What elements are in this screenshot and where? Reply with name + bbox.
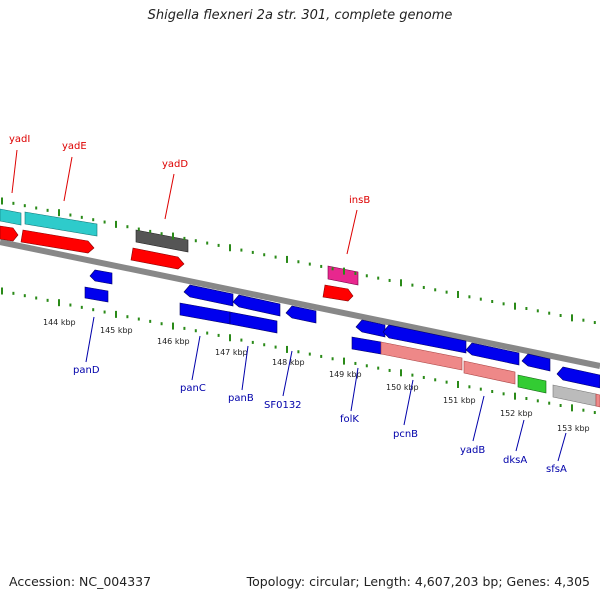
leader-yadE [63,156,73,202]
scale-label-144: 144 kbp [43,318,76,327]
blue-cds-7[interactable] [229,311,278,334]
leader-folK [350,367,359,412]
blue-cds-11[interactable] [521,353,551,372]
green-feature-1[interactable] [517,374,547,394]
red-cds-3[interactable] [130,247,185,270]
scale-label-152: 152 kbp [500,409,533,418]
gene-label-pcnB[interactable]: pcnB [393,429,418,440]
red-cds-4[interactable] [322,284,354,302]
gene-label-folK[interactable]: folK [340,414,359,425]
gene-label-SF0132[interactable]: SF0132 [264,400,302,411]
salmon-feature-1[interactable] [380,341,463,371]
salmon-feature-2[interactable] [463,360,516,385]
leader-panD [85,316,95,363]
scale-label-146: 146 kbp [157,337,190,346]
blue-cds-13[interactable] [351,336,382,355]
pink-feature-1[interactable] [327,265,359,286]
lower-tick-row [1,287,596,415]
genome-title: Shigella flexneri 2a str. 301, complete … [147,8,453,23]
blue-cds-2[interactable] [84,286,109,303]
red-cds-1[interactable] [0,225,19,242]
accession-label: Accession: NC_004337 [9,574,152,589]
scale-label-151: 151 kbp [443,396,476,405]
gene-label-yadI[interactable]: yadI [9,134,30,145]
leader-yadB [472,395,485,442]
genome-backbone [0,239,600,369]
leader-panC [191,335,201,381]
salmon-feature-3[interactable] [595,393,600,408]
gene-label-insB[interactable]: insB [349,195,370,206]
gene-label-sfsA[interactable]: sfsA [546,464,567,475]
gene-label-dksA[interactable]: dksA [503,455,527,466]
leader-yadI [11,149,18,194]
gene-label-panB[interactable]: panB [228,393,254,404]
blue-cds-12[interactable] [556,366,600,389]
gene-label-panC[interactable]: panC [180,383,206,394]
blue-cds-3[interactable] [183,284,234,307]
scale-label-148: 148 kbp [272,358,305,367]
leader-dksA [515,419,525,452]
upper-tick-row [1,197,596,325]
blue-cds-1[interactable] [89,269,113,285]
leader-SF0132 [282,350,293,397]
scale-label-150: 150 kbp [386,383,419,392]
leader-insB [346,209,358,255]
blue-cds-5[interactable] [285,305,317,324]
gene-label-panD[interactable]: panD [73,365,100,376]
gene-label-yadB[interactable]: yadB [460,445,485,456]
leader-sfsA [557,432,567,462]
scale-label-145: 145 kbp [100,326,133,335]
cyan-feature-1[interactable] [0,208,22,226]
gene-label-yadD[interactable]: yadD [162,159,188,170]
leader-panB [241,345,249,391]
blue-cds-6[interactable] [179,302,231,325]
scale-label-149: 149 kbp [329,370,362,379]
blue-cds-9[interactable] [382,324,467,354]
blue-cds-4[interactable] [232,294,281,317]
genome-summary-label: Topology: circular; Length: 4,607,203 bp… [246,574,590,589]
red-cds-2[interactable] [20,229,95,254]
leader-pcnB [403,379,414,426]
gray-feature-2[interactable] [552,384,597,407]
gene-label-yadE[interactable]: yadE [62,141,87,152]
scale-label-153: 153 kbp [557,424,590,433]
gray-feature-1[interactable] [135,229,189,253]
cyan-feature-2[interactable] [24,211,98,237]
blue-cds-10[interactable] [465,342,520,366]
leader-yadD [164,173,175,220]
scale-label-147: 147 kbp [215,348,248,357]
